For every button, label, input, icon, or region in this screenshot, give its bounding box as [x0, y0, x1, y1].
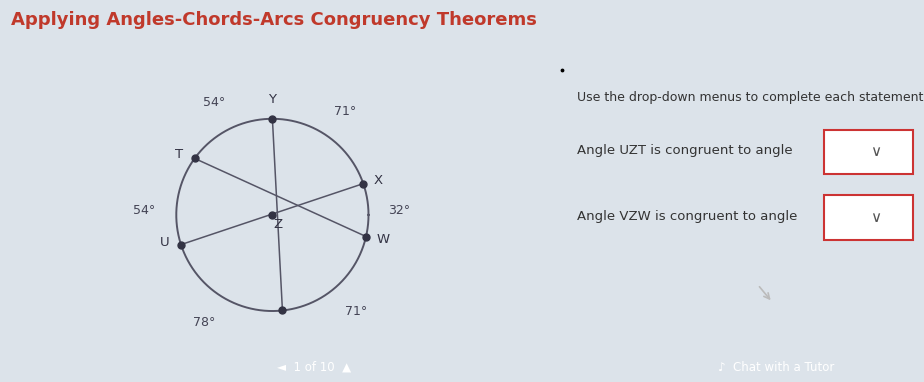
Text: T: T — [175, 148, 183, 161]
Text: X: X — [374, 174, 383, 187]
Text: 78°: 78° — [192, 316, 215, 329]
Text: W: W — [377, 233, 390, 246]
Text: 54°: 54° — [203, 96, 225, 109]
Text: U: U — [160, 236, 169, 249]
Text: ∨: ∨ — [870, 144, 881, 160]
Text: 32°: 32° — [388, 204, 410, 217]
Text: 71°: 71° — [334, 105, 357, 118]
FancyBboxPatch shape — [824, 129, 913, 174]
Text: 71°: 71° — [345, 305, 367, 318]
Text: Y: Y — [268, 93, 276, 106]
Text: Applying Angles-Chords-Arcs Congruency Theorems: Applying Angles-Chords-Arcs Congruency T… — [11, 11, 537, 29]
Text: Use the drop-down menus to complete each statement: Use the drop-down menus to complete each… — [577, 91, 923, 104]
Text: ∨: ∨ — [870, 210, 881, 225]
Text: ♪  Chat with a Tutor: ♪ Chat with a Tutor — [718, 361, 834, 374]
Text: Angle UZT is congruent to angle: Angle UZT is congruent to angle — [577, 144, 792, 157]
Text: Angle VZW is congruent to angle: Angle VZW is congruent to angle — [577, 210, 797, 223]
Text: ◄  1 of 10  ▲: ◄ 1 of 10 ▲ — [277, 361, 351, 374]
FancyBboxPatch shape — [824, 195, 913, 240]
Text: 54°: 54° — [133, 204, 155, 217]
Text: Z: Z — [274, 218, 283, 231]
